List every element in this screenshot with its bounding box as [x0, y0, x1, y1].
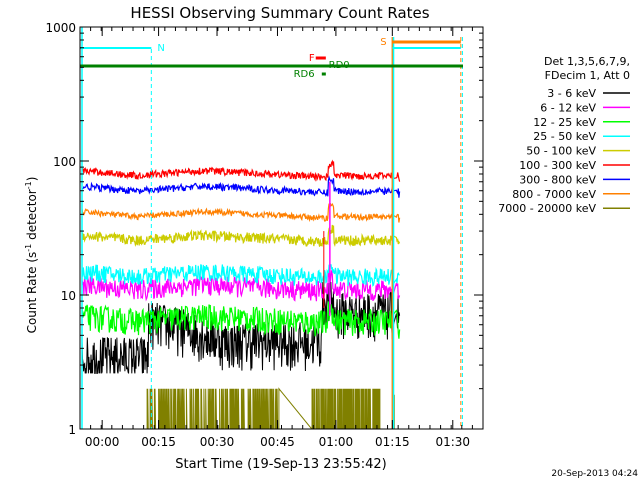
x-axis-label: Start Time (19-Sep-13 23:55:42)	[175, 457, 386, 472]
series-group	[81, 159, 401, 429]
legend-label: 25 - 50 keV	[533, 130, 596, 143]
legend-title-2: FDecim 1, Att 0	[545, 69, 630, 82]
series-50-100-kev	[81, 224, 401, 247]
x-tick-label: 01:00	[319, 435, 354, 449]
series-800-7000-kev	[81, 202, 401, 223]
plot-frame	[79, 26, 484, 430]
legend-title-1: Det 1,3,5,6,7,9,	[544, 55, 630, 68]
legend-label: 800 - 7000 keV	[512, 188, 596, 201]
y-tick-label: 1000	[45, 21, 76, 35]
axes: 1 10 100 1000 00:00 00:15 00:30 00:45 01:00 01:15…	[45, 21, 484, 449]
legend-label: 12 - 25 keV	[533, 116, 596, 129]
legend-label: 3 - 6 keV	[547, 87, 596, 100]
series-3-6-kev	[81, 281, 401, 374]
x-tick-label: 01:30	[435, 435, 470, 449]
flag-label-f: F	[309, 53, 315, 64]
legend-label: 50 - 100 keV	[526, 145, 596, 158]
x-tick-label: 00:30	[200, 435, 235, 449]
y-tick-label: 1	[68, 423, 76, 437]
flag-label-s: S	[380, 37, 386, 48]
series-7000-20000-kev	[146, 387, 381, 429]
y-tick-label: 100	[53, 155, 76, 169]
flag-label-rd6: RD6	[294, 69, 315, 80]
series-300-800-kev	[81, 175, 401, 198]
flag-label-rd0: RD0	[329, 60, 350, 71]
plot-area: N S F RD0 RD6	[80, 27, 463, 429]
series-12-25-kev	[81, 301, 401, 339]
x-tick-label: 00:45	[260, 435, 295, 449]
flag-label-n: N	[157, 43, 164, 54]
series-100-300-kev	[81, 159, 401, 182]
x-tick-label: 00:15	[141, 435, 176, 449]
y-tick-label: 10	[61, 289, 76, 303]
legend-label: 7000 - 20000 keV	[498, 202, 596, 215]
legend-label: 6 - 12 keV	[540, 101, 596, 114]
legend-label: 100 - 300 keV	[519, 159, 596, 172]
x-tick-label: 00:00	[85, 435, 120, 449]
y-axis-label: Count Rate (s-1 detector-1)	[24, 177, 39, 334]
chart-title: HESSI Observing Summary Count Rates	[130, 4, 429, 22]
footer-timestamp: 20-Sep-2013 04:24	[551, 469, 638, 479]
x-tick-label: 01:15	[375, 435, 410, 449]
legend-label: 300 - 800 keV	[519, 173, 596, 186]
series-25-50-kev	[81, 264, 400, 288]
